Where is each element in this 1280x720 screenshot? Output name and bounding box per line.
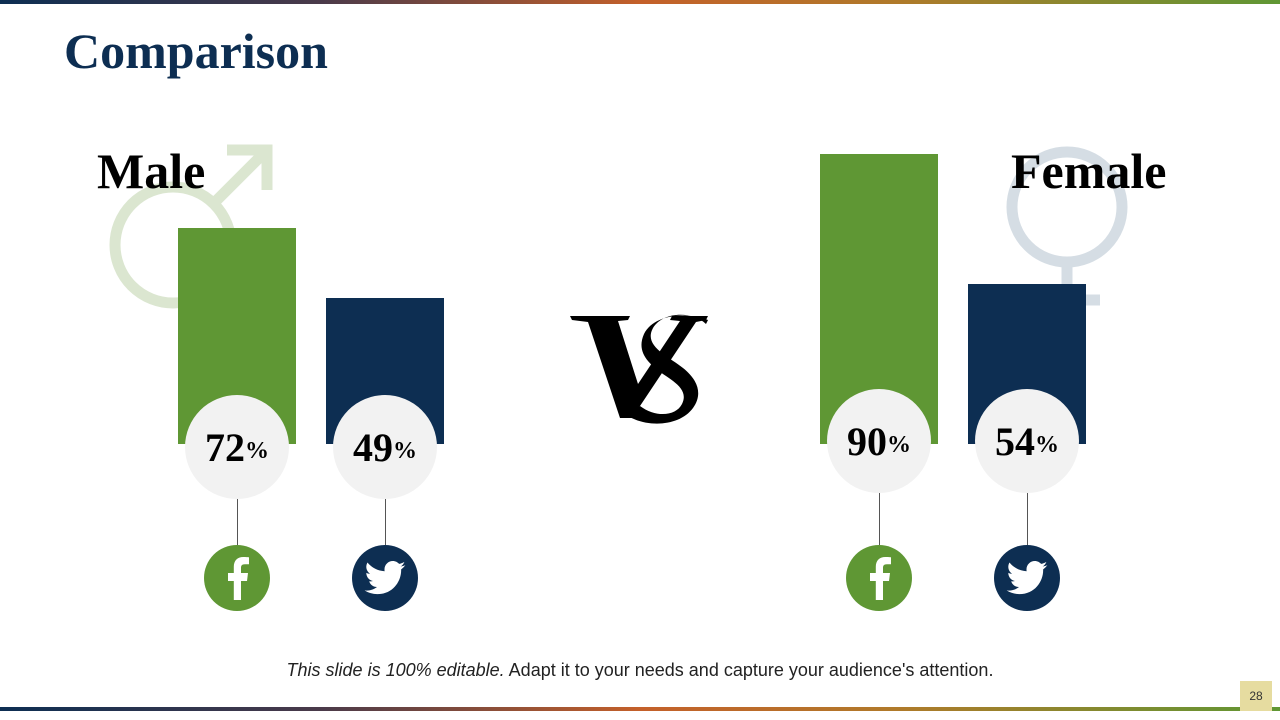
- value-number: 90: [847, 418, 887, 464]
- value-number: 72: [205, 424, 245, 470]
- male-facebook-value: 72%: [185, 395, 289, 499]
- twitter-icon: [352, 545, 418, 611]
- facebook-icon: [204, 545, 270, 611]
- top-accent-bar: [0, 0, 1280, 4]
- value-number: 49: [353, 424, 393, 470]
- twitter-icon: [994, 545, 1060, 611]
- connector-line: [385, 499, 386, 545]
- male-twitter-value: 49%: [333, 395, 437, 499]
- value-number: 54: [995, 418, 1035, 464]
- value-unit: %: [1035, 431, 1059, 458]
- value-unit: %: [887, 431, 911, 458]
- connector-line: [237, 499, 238, 545]
- page-number: 28: [1240, 681, 1272, 711]
- vs-icon: [570, 314, 708, 424]
- facebook-icon: [846, 545, 912, 611]
- female-twitter-value: 54%: [975, 389, 1079, 493]
- slide-title: Comparison: [64, 23, 328, 79]
- footer-italic: This slide is 100% editable.: [286, 660, 505, 680]
- bottom-accent-bar: [0, 707, 1280, 711]
- female-facebook-value: 90%: [827, 389, 931, 493]
- footer-rest: Adapt it to your needs and capture your …: [504, 660, 994, 680]
- value-unit: %: [245, 437, 269, 464]
- female-label: Female: [1011, 143, 1167, 199]
- footer-text: This slide is 100% editable. Adapt it to…: [0, 660, 1280, 681]
- connector-line: [1027, 493, 1028, 545]
- value-unit: %: [393, 437, 417, 464]
- male-label: Male: [97, 143, 206, 199]
- connector-line: [879, 493, 880, 545]
